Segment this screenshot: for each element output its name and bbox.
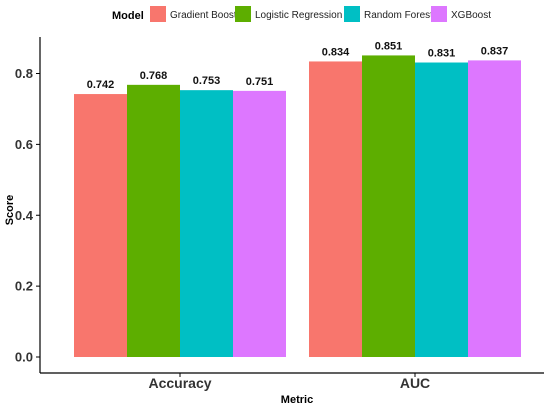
bar-accuracy-2 [127,84,180,357]
y-tick-label: 0.4 [15,208,34,223]
legend-label-4: XGBoost [451,10,491,21]
y-tick-label: 0.0 [15,350,33,365]
y-tick-label: 0.2 [15,279,33,294]
legend: Model Gradient Boost Logistic Regression R… [112,6,491,22]
data-label: 0.837 [481,45,509,57]
legend-swatch-1 [150,6,166,22]
data-label: 0.834 [322,46,350,58]
bar-auc-4 [468,60,521,358]
bar-auc-2 [362,55,415,357]
legend-title: Model [112,10,144,22]
legend-label-1: Gradient Boost [170,10,237,21]
bar-auc-3 [415,62,468,357]
data-label: 0.831 [428,48,456,60]
y-tick-label: 0.8 [15,66,33,81]
x-tick-label: AUC [400,375,430,391]
data-label: 0.751 [246,76,274,88]
legend-swatch-3 [344,6,360,22]
data-label: 0.851 [375,40,403,52]
legend-swatch-2 [235,6,251,22]
x-axis-title: Metric [281,394,313,406]
bar-accuracy-1 [74,94,127,358]
data-label: 0.753 [193,75,221,87]
data-label: 0.768 [140,70,168,82]
legend-label-3: Random Forest [364,10,433,21]
legend-swatch-4 [431,6,447,22]
data-label: 0.742 [87,79,115,91]
bar-accuracy-4 [233,90,286,357]
y-axis-title: Score [4,195,16,226]
y-tick-label: 0.6 [15,137,33,152]
bar-auc-1 [309,61,362,358]
legend-label-2: Logistic Regression [255,10,342,21]
plot-area: 0.0 0.2 0.4 0.6 0.8 0.742 0.768 0.753 0.751 Accur… [15,37,544,391]
x-tick-label: Accuracy [148,375,211,391]
bar-accuracy-3 [180,90,233,357]
